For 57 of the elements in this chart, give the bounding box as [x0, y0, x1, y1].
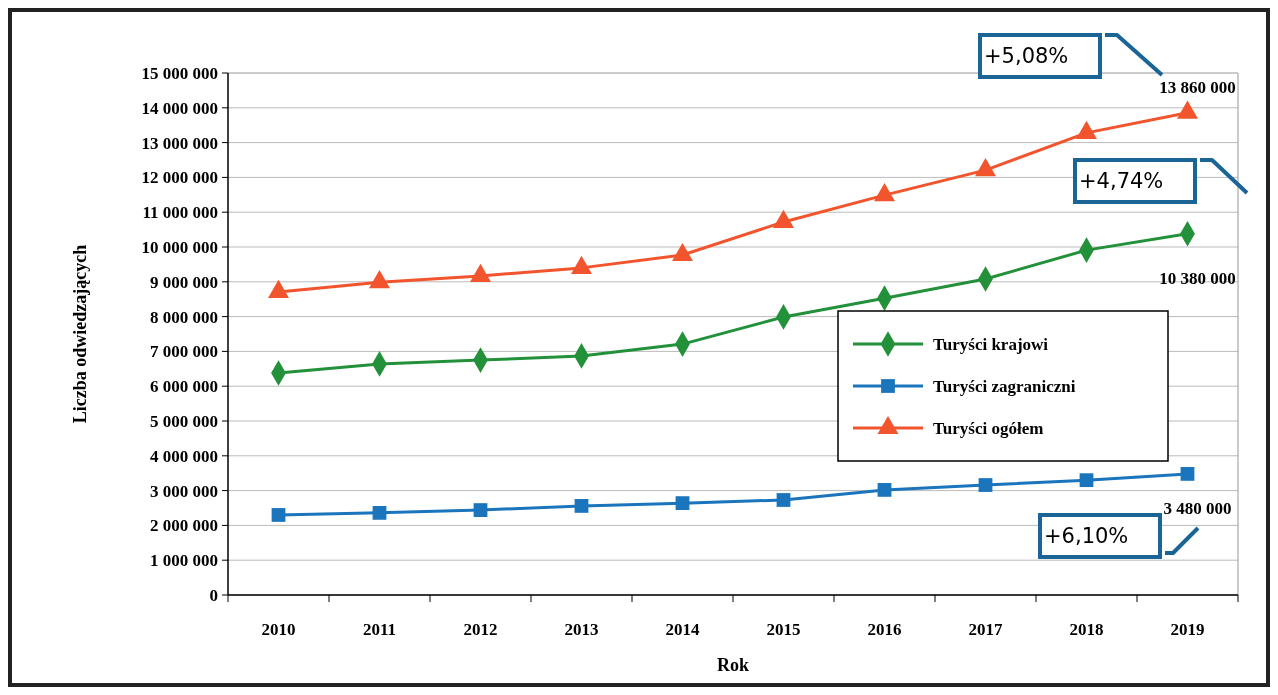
- text: +5,08%: [984, 44, 1069, 69]
- y-axis-title: Liczba odwiedzających: [70, 244, 90, 424]
- point: [372, 505, 387, 520]
- x-tick-label: 2016: [867, 620, 902, 639]
- x-tick-label: 2010: [261, 620, 296, 639]
- point: [874, 183, 895, 202]
- point: [773, 209, 794, 228]
- point: [268, 279, 289, 298]
- y-tick-label: 13 000 000: [141, 133, 218, 153]
- y-tick-label: 2 000 000: [150, 516, 218, 536]
- x-tick-label: 2015: [766, 620, 801, 639]
- y-tick-label: 9 000 000: [150, 272, 218, 292]
- point: [1177, 100, 1198, 119]
- legend-label: Turyści ogółem: [933, 418, 1044, 438]
- point: [776, 493, 791, 507]
- y-tick-label: 14 000 000: [141, 98, 218, 118]
- point: [978, 478, 993, 492]
- point: [574, 499, 589, 513]
- y-tick-label: 4 000 000: [150, 446, 218, 466]
- point: [369, 270, 390, 289]
- y-tick-label: 7 000 000: [150, 342, 218, 362]
- y-tick-label: 3 000 000: [150, 481, 218, 501]
- point: [877, 483, 892, 497]
- legend-label: Turyści zagraniczni: [933, 376, 1076, 396]
- annotation: +4,74%: [1079, 169, 1164, 194]
- y-tick-label: 1 000 000: [150, 551, 218, 571]
- x-tick-label: 2013: [564, 620, 599, 639]
- x-tick-label: 2018: [1069, 620, 1104, 639]
- legend-label: Turyści krajowi: [933, 334, 1049, 354]
- point: [571, 255, 592, 274]
- point: [473, 503, 488, 517]
- x-tick-label: 2014: [665, 620, 700, 639]
- data-label: 10 380 000: [1159, 268, 1236, 288]
- y-tick-label: 11 000 000: [142, 203, 218, 223]
- x-tick-label: 2017: [968, 620, 1003, 639]
- x-tick-label: 2011: [362, 620, 397, 639]
- x-tick-label: 2019: [1170, 620, 1205, 639]
- point: [975, 158, 996, 177]
- point: [1076, 120, 1097, 139]
- x-tick-label: 2012: [463, 620, 498, 639]
- y-tick-label: 15 000 000: [141, 63, 218, 83]
- data-label: 13 860 000: [1159, 77, 1236, 97]
- y-tick-label: 5 000 000: [150, 411, 218, 431]
- y-tick-label: 8 000 000: [150, 307, 218, 327]
- y-tick-label: 12 000 000: [141, 168, 218, 188]
- point: [1180, 467, 1195, 481]
- point: [470, 263, 491, 282]
- data-label: 3 480 000: [1163, 498, 1232, 518]
- point: [672, 242, 693, 262]
- point: [675, 496, 690, 511]
- point: [271, 508, 286, 522]
- point: [1079, 473, 1094, 488]
- annotation: +6,10%: [1044, 524, 1129, 549]
- y-tick-label: 10 000 000: [141, 237, 218, 257]
- y-tick-label: 6 000 000: [150, 377, 218, 397]
- y-tick-label: 0: [209, 585, 218, 605]
- x-axis-title: Rok: [716, 655, 750, 675]
